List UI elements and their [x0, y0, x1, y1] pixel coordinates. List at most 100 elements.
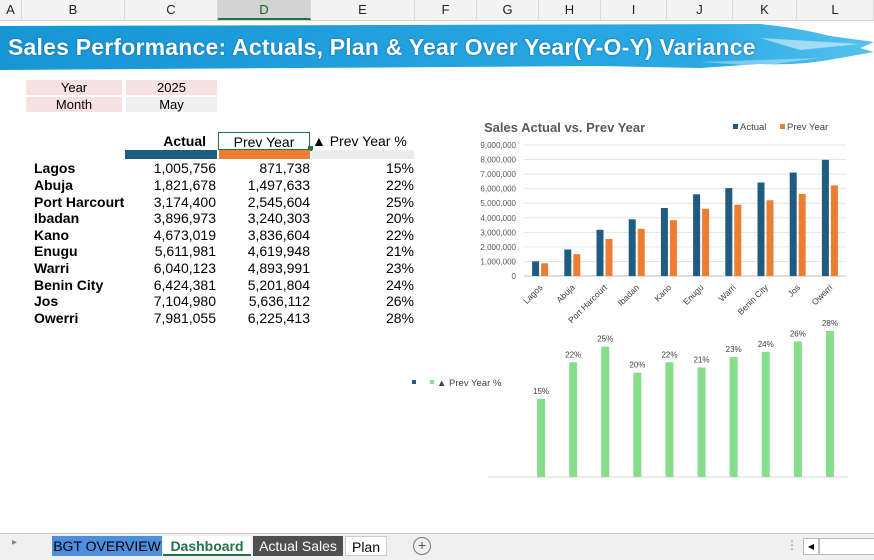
y-tick-label: 9,000,000 — [480, 141, 516, 150]
pct-value: 28% — [385, 310, 414, 326]
scroll-left-icon[interactable]: ◀ — [803, 538, 819, 555]
col-header-j[interactable]: J — [667, 0, 733, 20]
y-tick-label: 0 — [512, 272, 517, 281]
city-name: Kano — [34, 227, 69, 243]
bar-actual — [564, 249, 572, 276]
sheet-tab-bar: ▸ BGT OVERVIEW Dashboard Actual Sales Pl… — [0, 533, 874, 560]
pct-color-bar — [312, 150, 414, 159]
city-name: Benin City — [34, 277, 104, 293]
y-tick-label: 8,000,000 — [480, 156, 516, 165]
x-tick-label: Jos — [786, 282, 802, 298]
actual-value: 1,005,756 — [153, 160, 216, 176]
month-value[interactable]: May — [126, 97, 217, 112]
x-tick-label: Port Harcourt — [566, 282, 609, 325]
bar-prev-year-pct — [665, 362, 674, 477]
legend-marker — [780, 124, 785, 129]
y-tick-label: 6,000,000 — [480, 185, 516, 194]
col-header-l[interactable]: L — [797, 0, 874, 20]
page-title: Sales Performance: Actuals, Plan & Year … — [8, 34, 756, 60]
legend-entry: Prev Year — [787, 122, 828, 133]
bar-actual — [628, 219, 636, 276]
header-prev-year[interactable]: Prev Year — [218, 132, 310, 150]
header-prev-year-pct: ▲ Prev Year % — [312, 133, 407, 149]
pct-value: 20% — [385, 210, 414, 226]
bar-actual — [789, 172, 797, 276]
actual-color-bar — [125, 150, 217, 159]
col-header-f[interactable]: F — [415, 0, 477, 20]
actual-value: 7,104,980 — [153, 293, 216, 309]
bar-actual — [532, 261, 540, 276]
data-label: 20% — [629, 361, 645, 370]
pct-value: 24% — [385, 277, 414, 293]
pct-value: 23% — [385, 260, 414, 276]
x-tick-label: Warri — [717, 282, 738, 303]
tab-actual-sales[interactable]: Actual Sales — [253, 536, 343, 556]
data-label: 22% — [565, 350, 581, 359]
col-header-h[interactable]: H — [539, 0, 601, 20]
bar-prev-year — [669, 220, 677, 276]
prev-year-value: 6,225,413 — [247, 310, 310, 326]
col-header-i[interactable]: I — [601, 0, 667, 20]
tab-dashboard[interactable]: Dashboard — [163, 536, 251, 556]
actual-value: 1,821,678 — [153, 177, 216, 193]
actual-value: 4,673,019 — [153, 227, 216, 243]
pct-value: 21% — [385, 243, 414, 259]
data-label: 22% — [661, 350, 677, 359]
prev-year-value: 871,738 — [259, 160, 310, 176]
prev-year-value: 3,836,604 — [247, 227, 310, 243]
x-tick-label: Benin City — [735, 282, 770, 317]
pct-value: 25% — [385, 194, 414, 210]
tab-bgt-overview[interactable]: BGT OVERVIEW — [52, 536, 162, 556]
col-header-k[interactable]: K — [733, 0, 797, 20]
horizontal-scrollbar[interactable] — [819, 538, 874, 555]
column-header-row: A B C D E F G H I J K L — [0, 0, 874, 21]
bar-prev-year — [573, 254, 581, 276]
col-header-c[interactable]: C — [125, 0, 218, 20]
bar-prev-year-pct — [793, 341, 802, 477]
actual-value: 3,174,400 — [153, 194, 216, 210]
data-label: 23% — [726, 345, 742, 354]
y-tick-label: 1,000,000 — [480, 257, 516, 266]
col-header-d[interactable]: D — [218, 0, 311, 20]
col-header-a[interactable]: A — [0, 0, 22, 20]
tab-scroll-left-icon[interactable]: ▸ — [12, 537, 18, 548]
pct-value: 26% — [385, 293, 414, 309]
city-name: Abuja — [34, 177, 73, 193]
bar-prev-year — [830, 185, 838, 276]
pct-value: 15% — [385, 160, 414, 176]
col-header-b[interactable]: B — [22, 0, 125, 20]
bar-prev-year — [605, 238, 613, 276]
y-tick-label: 4,000,000 — [480, 214, 516, 223]
data-label: 26% — [790, 329, 806, 338]
tab-plan[interactable]: Plan — [345, 536, 387, 556]
city-name: Owerri — [34, 310, 79, 326]
data-label: 21% — [694, 356, 710, 365]
legend-marker — [733, 124, 738, 129]
city-name: Warri — [34, 260, 70, 276]
x-tick-label: Enugu — [681, 282, 706, 307]
city-name: Enugu — [34, 243, 78, 259]
actual-value: 5,611,981 — [154, 243, 216, 259]
prev-year-value: 4,619,948 — [247, 243, 310, 259]
pct-value: 22% — [385, 177, 414, 193]
col-header-g[interactable]: G — [477, 0, 539, 20]
year-value[interactable]: 2025 — [126, 80, 217, 95]
col-header-e[interactable]: E — [311, 0, 415, 20]
month-label: Month — [26, 97, 122, 112]
prev-year-value: 5,636,112 — [248, 293, 310, 309]
legend-marker — [430, 380, 434, 384]
bar-prev-year-pct — [729, 357, 738, 477]
data-label: 15% — [533, 387, 549, 396]
actual-value: 6,040,123 — [153, 260, 216, 276]
city-name: Ibadan — [34, 210, 80, 226]
cell-fill-handle[interactable] — [308, 146, 313, 151]
add-sheet-icon[interactable]: + — [413, 537, 431, 555]
prev-year-color-bar — [219, 150, 310, 159]
prev-year-value: 5,201,804 — [247, 277, 310, 293]
year-label: Year — [26, 80, 122, 95]
prev-year-value: 4,893,991 — [247, 260, 310, 276]
y-tick-label: 2,000,000 — [480, 243, 516, 252]
y-tick-label: 7,000,000 — [480, 170, 516, 179]
x-tick-label: Abuja — [554, 282, 577, 305]
more-options-icon[interactable]: ⋮ — [786, 538, 798, 552]
